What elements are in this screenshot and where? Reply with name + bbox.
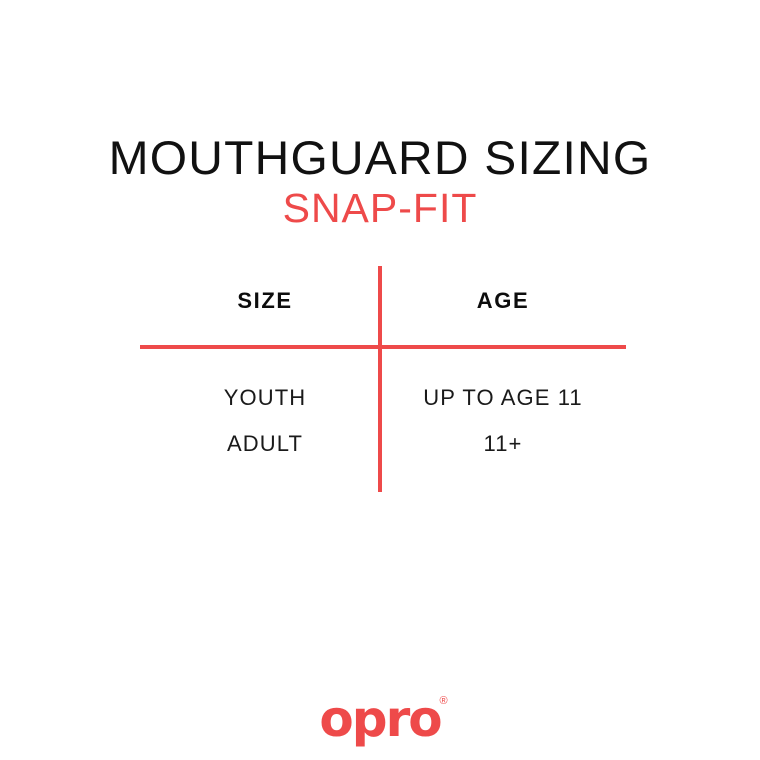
page-title: MOUTHGUARD SIZING SNAP-FIT — [0, 134, 760, 229]
table-column-header-age: AGE — [476, 288, 530, 313]
brand-logo: opro ® — [0, 694, 760, 744]
table-cell-age-adult: 11+ — [483, 431, 523, 456]
table-column-divider — [378, 266, 382, 492]
table-column-header-size: SIZE — [237, 288, 293, 313]
title-subtitle: SNAP-FIT — [282, 185, 478, 231]
registered-trademark-icon: ® — [439, 695, 448, 707]
logo-inner: opro ® — [319, 690, 447, 748]
table-cell-size-adult: ADULT — [227, 431, 303, 456]
table-header-divider — [140, 345, 626, 349]
table-cell-size-youth: YOUTH — [223, 385, 307, 410]
table-cell-age-youth: UP TO AGE 11 — [423, 385, 583, 410]
logo-wordmark: opro — [319, 690, 442, 748]
title-main: MOUTHGUARD SIZING — [108, 131, 652, 184]
